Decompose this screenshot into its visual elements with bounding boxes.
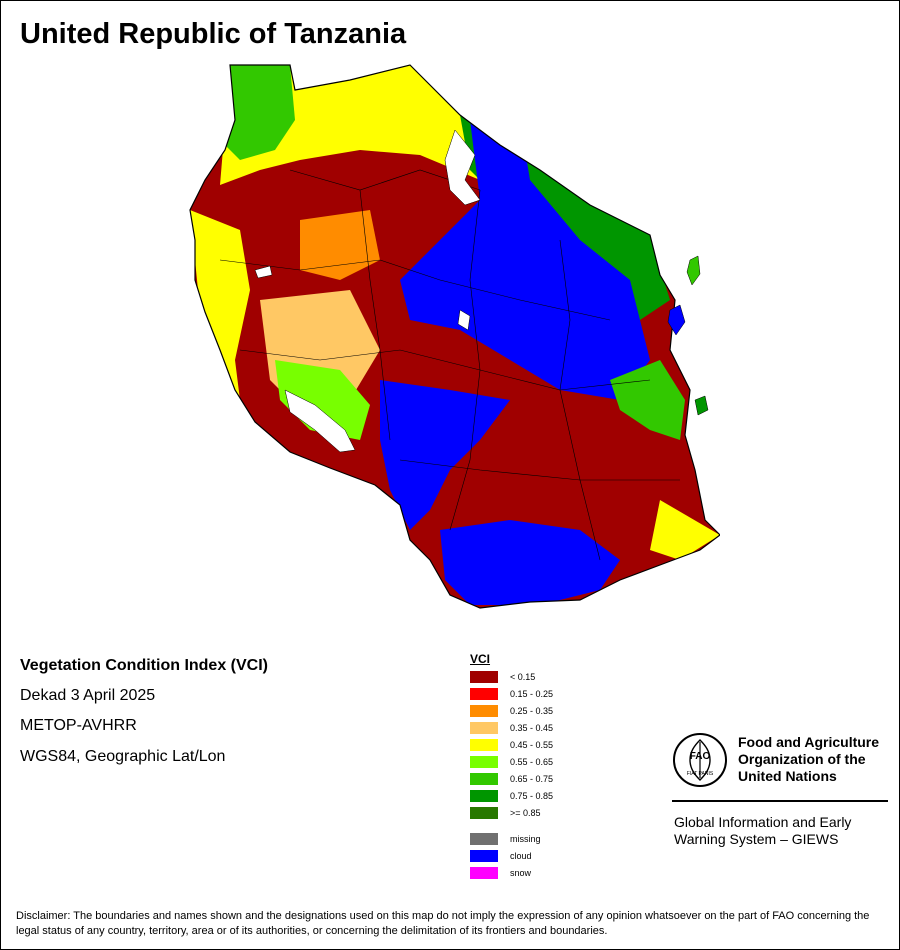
map-period: Dekad 3 April 2025 bbox=[20, 687, 156, 704]
legend-label: 0.55 - 0.65 bbox=[510, 756, 554, 767]
vci-zone-north-green bbox=[220, 65, 295, 160]
legend-swatch bbox=[470, 704, 498, 717]
legend-item: 0.35 - 0.45 bbox=[470, 719, 553, 736]
legend-item: 0.45 - 0.55 bbox=[470, 736, 553, 753]
legend-swatch bbox=[470, 738, 498, 751]
fao-divider bbox=[672, 800, 888, 802]
fao-logo-letters: FAO bbox=[690, 751, 711, 762]
legend-label: missing bbox=[510, 833, 541, 844]
giews-line: Global Information and Early bbox=[674, 814, 852, 830]
legend-label: 0.25 - 0.35 bbox=[510, 705, 554, 716]
legend-item: 0.65 - 0.75 bbox=[470, 770, 553, 787]
lake-eyasi bbox=[254, 265, 273, 279]
legend-title: VCI bbox=[470, 652, 491, 666]
giews-name: Global Information and Early Warning Sys… bbox=[674, 814, 890, 848]
legend-swatch bbox=[470, 849, 498, 862]
legend-item: 0.55 - 0.65 bbox=[470, 753, 553, 770]
map-title: United Republic of Tanzania bbox=[20, 18, 407, 50]
legend-swatch bbox=[470, 721, 498, 734]
map-product-title: Vegetation Condition Index (VCI) bbox=[20, 657, 268, 674]
legend-item-snow: snow bbox=[470, 864, 553, 881]
legend-item: >= 0.85 bbox=[470, 804, 553, 821]
fao-logo: FAO FIAT PANIS bbox=[673, 733, 727, 787]
fao-name-line: United Nations bbox=[738, 768, 837, 784]
tanzania-outline bbox=[189, 64, 720, 609]
legend-swatch bbox=[470, 789, 498, 802]
legend-swatch bbox=[470, 806, 498, 819]
mafia-island bbox=[694, 395, 709, 416]
legend-label: < 0.15 bbox=[510, 671, 536, 682]
legend-item-missing: missing bbox=[470, 830, 553, 847]
fao-organization-name: Food and Agriculture Organization of the… bbox=[738, 734, 898, 785]
legend-label: 0.35 - 0.45 bbox=[510, 722, 554, 733]
legend-label: snow bbox=[510, 867, 532, 878]
giews-line: Warning System – GIEWS bbox=[674, 831, 839, 847]
lake-rukwa bbox=[457, 309, 471, 331]
legend-spacer bbox=[470, 821, 553, 830]
vci-zone-west-yellow bbox=[190, 210, 250, 400]
vci-zone-west-green bbox=[275, 360, 370, 440]
legend-item: 0.25 - 0.35 bbox=[470, 702, 553, 719]
legend-item: 0.15 - 0.25 bbox=[470, 685, 553, 702]
legend-swatch bbox=[470, 755, 498, 768]
disclaimer: Disclaimer: The boundaries and names sho… bbox=[16, 910, 870, 937]
legend-swatch bbox=[470, 687, 498, 700]
legend-item: 0.75 - 0.85 bbox=[470, 787, 553, 804]
vci-zone-east-green bbox=[610, 360, 685, 440]
fao-name-line: Organization of the bbox=[738, 751, 866, 767]
vci-zone-southeast-yellow bbox=[650, 500, 720, 560]
legend-label: 0.15 - 0.25 bbox=[510, 688, 554, 699]
legend-item-cloud: cloud bbox=[470, 847, 553, 864]
lake-victoria bbox=[444, 129, 481, 206]
pemba-island bbox=[667, 304, 686, 336]
vci-legend: VCI < 0.15 0.15 - 0.25 0.25 - 0.35 0.35 … bbox=[470, 652, 553, 881]
lake-tanganyika bbox=[284, 389, 356, 453]
fao-logo-motto: FIAT PANIS bbox=[687, 771, 714, 777]
vci-map bbox=[189, 64, 720, 609]
zanzibar-island bbox=[686, 255, 701, 286]
legend-swatch bbox=[470, 832, 498, 845]
fao-name-line: Food and Agriculture bbox=[738, 734, 880, 750]
legend-item: < 0.15 bbox=[470, 668, 553, 685]
map-sensor: METOP-AVHRR bbox=[20, 717, 137, 734]
vci-zone-south-cloud bbox=[440, 520, 620, 605]
legend-swatch bbox=[470, 772, 498, 785]
legend-label: 0.75 - 0.85 bbox=[510, 790, 554, 801]
legend-swatch bbox=[470, 670, 498, 683]
legend-label: cloud bbox=[510, 850, 532, 861]
legend-label: 0.65 - 0.75 bbox=[510, 773, 554, 784]
vci-zone-central-cloud bbox=[380, 380, 510, 530]
legend-swatch bbox=[470, 866, 498, 879]
legend-label: >= 0.85 bbox=[510, 807, 541, 818]
vci-zone-east-cloud bbox=[400, 120, 650, 400]
legend-label: 0.45 - 0.55 bbox=[510, 739, 554, 750]
map-projection: WGS84, Geographic Lat/Lon bbox=[20, 748, 226, 765]
